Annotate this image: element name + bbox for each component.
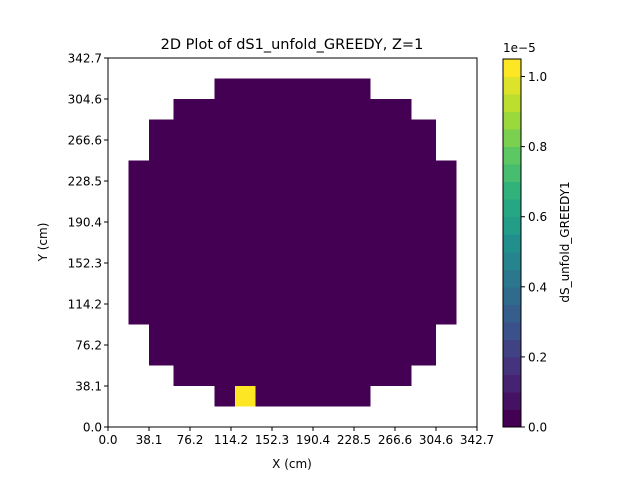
x-axis-ticks: 0.0 38.1 76.2 114.2 152.3 190.4 228.5 266.6 304.…: [98, 427, 494, 447]
heatmap-row-band: [149, 324, 436, 366]
colorbar-level: [503, 269, 521, 288]
colorbar-level: [503, 94, 521, 113]
colorbar-level: [503, 339, 521, 358]
colorbar-frame: [502, 58, 522, 428]
heatmap-hot-cell: [235, 385, 256, 407]
chart-title: 2D Plot of dS1_unfold_GREEDY, Z=1: [161, 37, 424, 53]
heatmap-row-band: [149, 119, 436, 161]
y-tick-label: 76.2: [75, 339, 102, 353]
colorbar-level: [503, 251, 521, 270]
heatmap-row-band: [128, 160, 457, 325]
x-tick-label: 152.3: [255, 433, 289, 447]
colorbar-tick-label: 0.0: [528, 421, 547, 435]
colorbar-level: [503, 391, 521, 410]
colorbar-level: [503, 286, 521, 305]
y-tick-label: 342.7: [68, 52, 102, 66]
colorbar-level: [503, 409, 521, 428]
colorbar-level: [503, 356, 521, 375]
colorbar-level: [503, 129, 521, 148]
x-tick-label: 38.1: [136, 433, 163, 447]
colorbar-tick-label: 0.2: [528, 350, 547, 364]
y-tick-label: 304.6: [68, 93, 102, 107]
colorbar-level: [503, 234, 521, 253]
colorbar-tick-label: 0.4: [528, 280, 547, 294]
colorbar-level: [503, 181, 521, 200]
x-tick-label: 228.5: [337, 433, 371, 447]
y-axis-label: Y (cm): [36, 223, 50, 263]
colorbar: [503, 59, 521, 428]
y-axis-ticks: 0.0 38.1 76.2 114.2 152.3 190.4 228.5 266.6 304.…: [68, 52, 108, 435]
colorbar-level: [503, 216, 521, 235]
heatmap-row-band: [214, 78, 371, 100]
y-tick-label: 190.4: [68, 216, 102, 230]
heatmap-row-band: [173, 365, 412, 386]
colorbar-level: [503, 374, 521, 393]
x-tick-label: 76.2: [177, 433, 204, 447]
y-tick-label: 38.1: [75, 380, 102, 394]
colorbar-level: [503, 59, 521, 78]
colorbar-tick-label: 0.8: [528, 140, 547, 154]
x-tick-label: 114.2: [214, 433, 248, 447]
colorbar-level: [503, 111, 521, 130]
y-tick-label: 152.3: [68, 257, 102, 271]
y-tick-label: 266.6: [68, 134, 102, 148]
colorbar-ticks: 0.0 0.2 0.4 0.6 0.8 1.0: [521, 70, 547, 435]
plot-frame: [107, 57, 478, 428]
x-tick-label: 266.6: [378, 433, 412, 447]
x-axis-label: X (cm): [272, 457, 312, 471]
colorbar-level: [503, 146, 521, 165]
colorbar-level: [503, 304, 521, 323]
colorbar-level: [503, 76, 521, 95]
x-tick-label: 190.4: [296, 433, 330, 447]
colorbar-tick-label: 0.6: [528, 210, 547, 224]
colorbar-level: [503, 321, 521, 340]
colorbar-tick-label: 1.0: [528, 70, 547, 84]
y-tick-label: 0.0: [83, 421, 102, 435]
y-tick-label: 228.5: [68, 175, 102, 189]
colorbar-level: [503, 164, 521, 183]
x-tick-label: 0.0: [98, 433, 117, 447]
x-tick-label: 304.6: [419, 433, 453, 447]
x-tick-label: 342.7: [460, 433, 494, 447]
colorbar-offset-text: 1e−5: [503, 41, 536, 55]
colorbar-label: dS_unfold_GREEDY1: [558, 181, 572, 302]
heatmap-row-band: [173, 99, 412, 120]
heatmap-cells: [128, 78, 457, 407]
colorbar-level: [503, 199, 521, 218]
y-tick-label: 114.2: [68, 298, 102, 312]
